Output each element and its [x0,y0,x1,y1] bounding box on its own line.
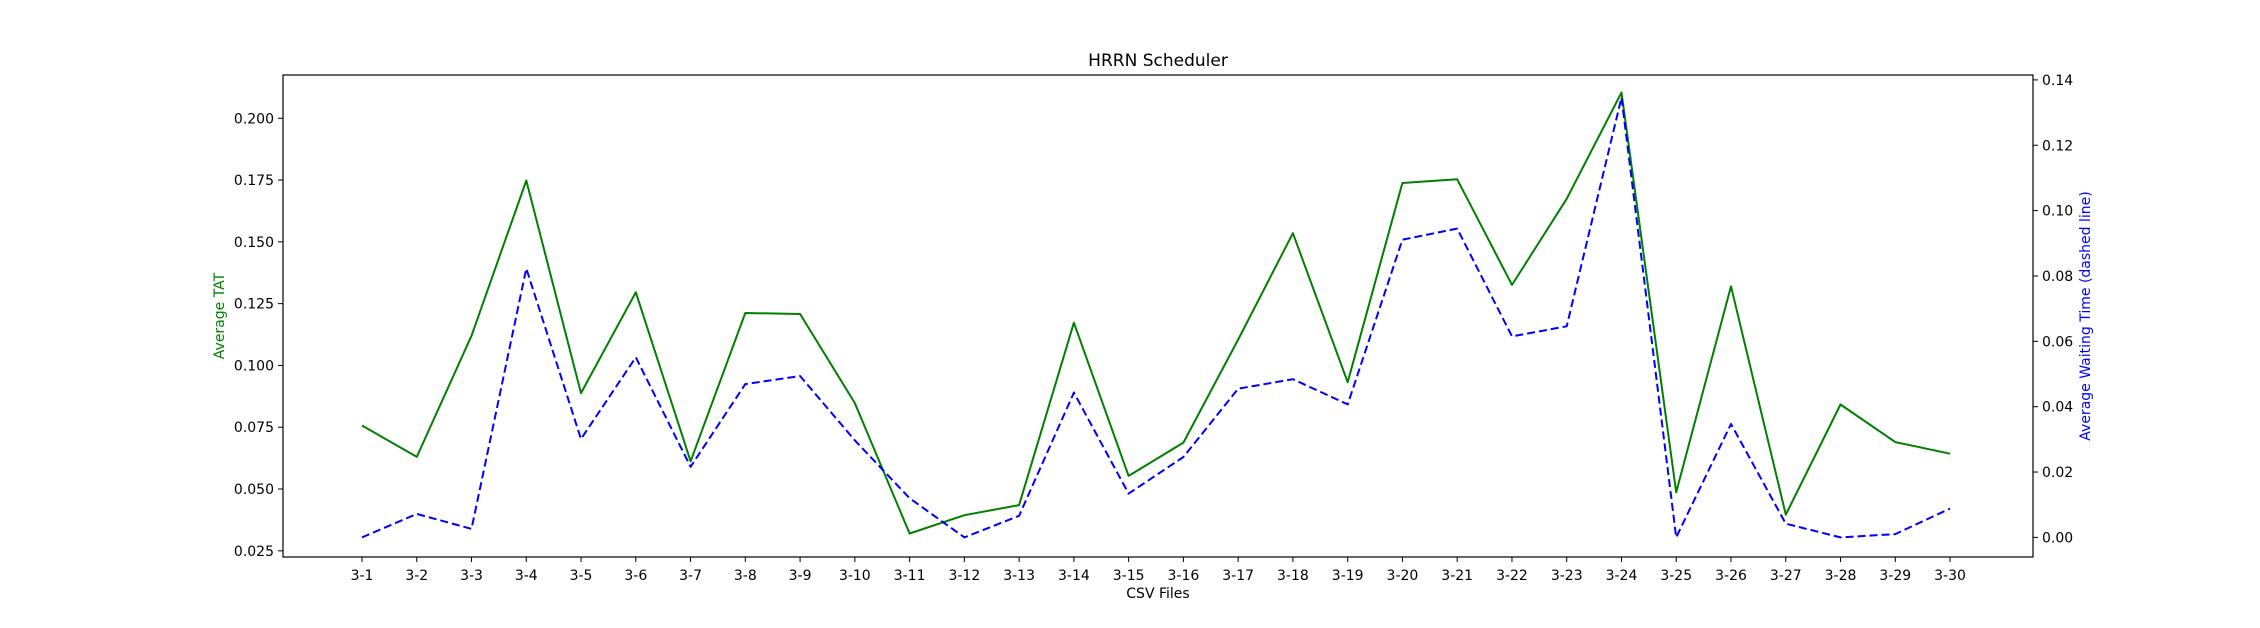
y-left-tick-label: 0.175 [234,173,274,189]
y-axis-right: 0.00 0.02 0.04 0.06 0.08 0.10 0.12 0.14 [2033,73,2073,546]
plot-area [283,75,2033,557]
x-axis: 3-1 3-2 3-3 3-4 3-5 3-6 3-7 3-8 3-9 3-10 3-11 3-12 3… [351,557,1966,584]
x-tick-label: 3-20 [1387,568,1419,584]
x-tick-label: 3-21 [1441,568,1473,584]
x-tick-label: 3-14 [1058,568,1090,584]
tat-line [361,91,1951,535]
waiting-time-line [361,96,1951,539]
plot-frame [282,74,2034,558]
x-tick-label: 3-2 [405,568,428,584]
x-tick-label: 3-24 [1606,568,1638,584]
x-tick-label: 3-25 [1660,568,1692,584]
x-tick-label: 3-13 [1003,568,1035,584]
x-tick-label: 3-10 [839,568,871,584]
x-tick-label: 3-4 [515,568,538,584]
x-tick-label: 3-7 [679,568,702,584]
y-axis-right-label: Average Waiting Time (dashed line) [2078,191,2094,440]
x-tick-label: 3-17 [1222,568,1254,584]
y-right-tick-label: 0.00 [2042,530,2073,546]
x-tick-label: 3-23 [1551,568,1583,584]
x-tick-label: 3-1 [351,568,374,584]
y-left-tick-label: 0.150 [234,235,274,251]
y-right-tick-label: 0.02 [2042,465,2073,481]
x-tick-label: 3-11 [894,568,926,584]
x-tick-label: 3-18 [1277,568,1309,584]
y-right-tick-label: 0.14 [2042,73,2073,89]
y-right-tick-label: 0.06 [2042,334,2073,350]
y-left-tick-label: 0.075 [234,420,274,436]
x-tick-label: 3-9 [789,568,812,584]
x-tick-label: 3-16 [1168,568,1200,584]
x-tick-label: 3-27 [1770,568,1802,584]
y-axis-left-label: Average TAT [212,272,228,359]
x-axis-label: CSV Files [1126,586,1189,602]
series-layer [361,91,1951,539]
y-left-tick-label: 0.125 [234,297,274,313]
y-left-tick-label: 0.050 [234,482,274,498]
y-right-tick-label: 0.04 [2042,400,2073,416]
y-axis-left: 0.025 0.050 0.075 0.100 0.125 0.150 0.175 0.200 [234,111,283,560]
x-tick-label: 3-22 [1496,568,1528,584]
x-tick-label: 3-19 [1332,568,1364,584]
x-tick-label: 3-29 [1879,568,1911,584]
x-tick-label: 3-5 [570,568,593,584]
x-tick-label: 3-30 [1934,568,1966,584]
y-left-tick-label: 0.025 [234,544,274,560]
x-tick-label: 3-26 [1715,568,1747,584]
chart-title: HRRN Scheduler [1088,51,1228,71]
x-tick-label: 3-15 [1113,568,1145,584]
y-right-tick-label: 0.10 [2042,204,2073,220]
x-tick-label: 3-12 [948,568,980,584]
y-left-tick-label: 0.100 [234,358,274,374]
x-tick-label: 3-8 [734,568,757,584]
y-right-tick-label: 0.08 [2042,269,2073,285]
y-left-tick-label: 0.200 [234,111,274,127]
x-tick-label: 3-28 [1825,568,1857,584]
x-tick-label: 3-6 [624,568,647,584]
y-right-tick-label: 0.12 [2042,138,2073,154]
x-tick-label: 3-3 [460,568,483,584]
